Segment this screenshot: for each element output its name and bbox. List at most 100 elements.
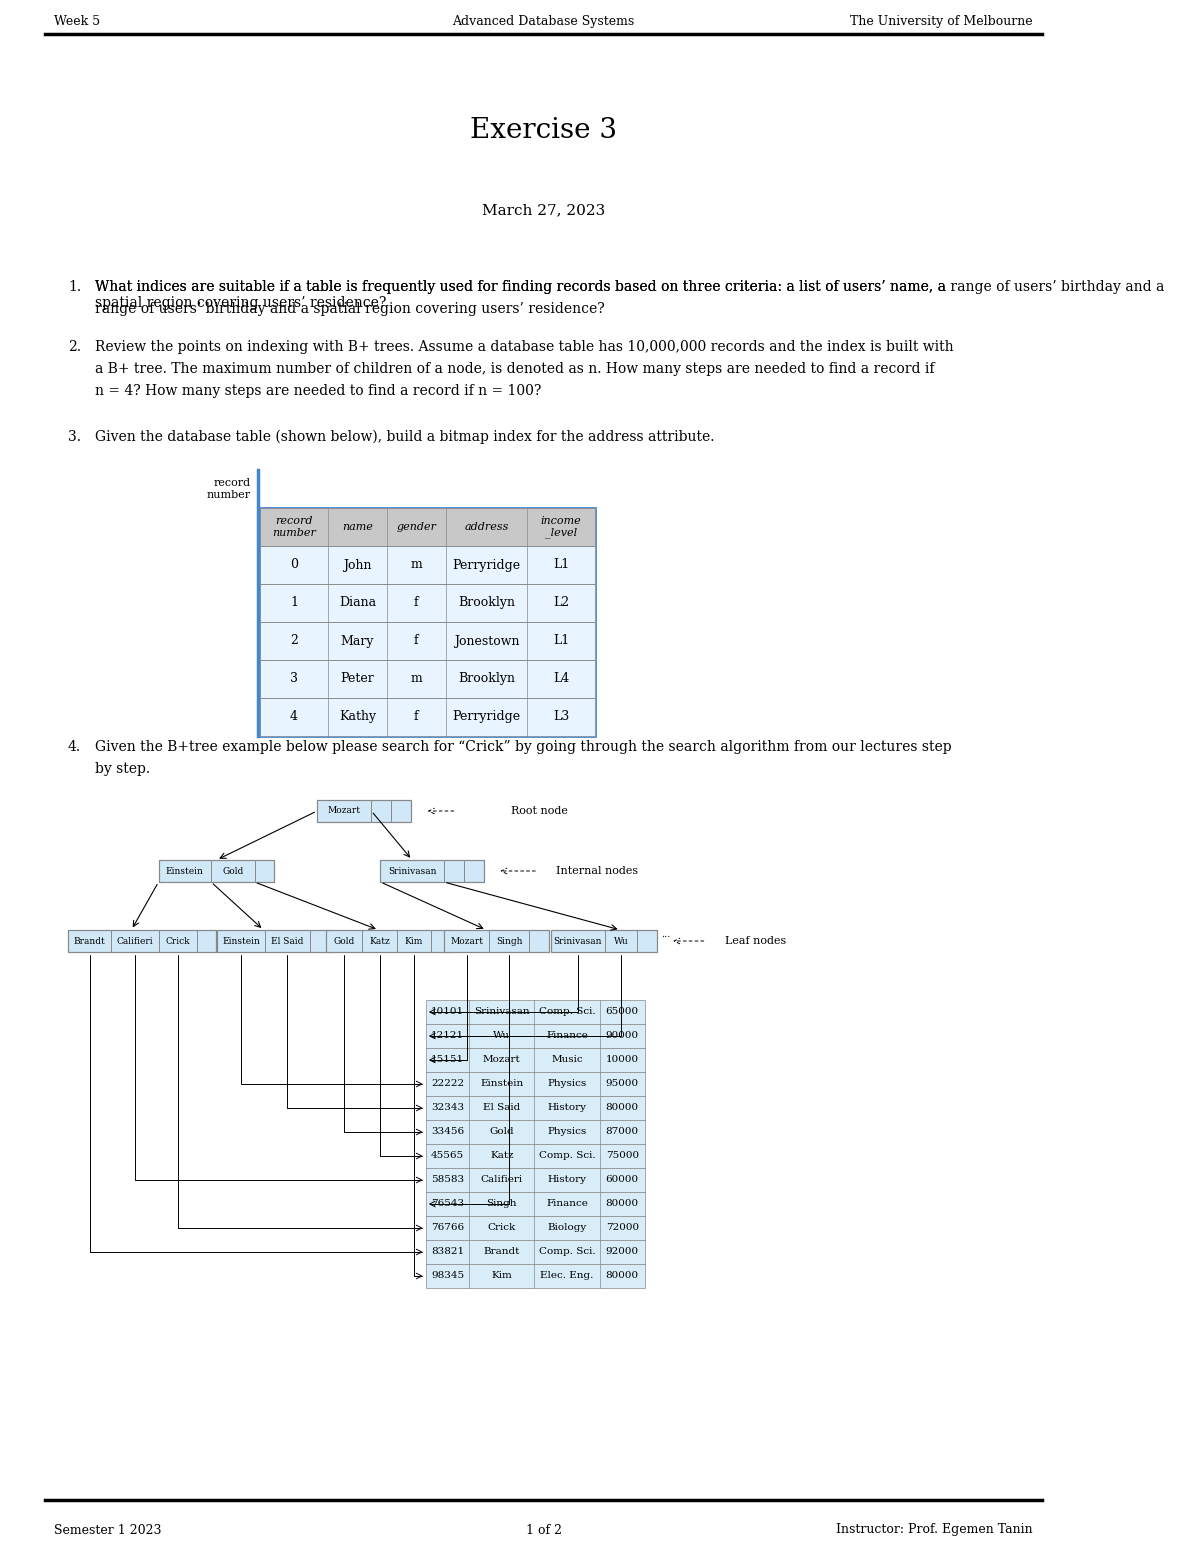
Text: What indices are suitable if a table is frequently used for finding records base: What indices are suitable if a table is … (95, 280, 1164, 311)
Text: 1: 1 (290, 596, 298, 609)
Text: 15151: 15151 (431, 1056, 464, 1064)
Text: Kim: Kim (492, 1272, 512, 1281)
Text: 2.: 2. (68, 340, 80, 354)
Text: 80000: 80000 (606, 1104, 638, 1112)
Text: Califieri: Califieri (116, 936, 154, 946)
Text: 10101: 10101 (431, 1008, 464, 1017)
Text: ...: ... (661, 930, 671, 940)
Text: Music: Music (551, 1056, 583, 1064)
Text: History: History (547, 1104, 587, 1112)
Text: Exercise 3: Exercise 3 (470, 116, 617, 143)
Text: Brooklyn: Brooklyn (458, 672, 515, 685)
Text: m: m (410, 672, 422, 685)
Text: 4: 4 (290, 711, 298, 724)
Text: income
_level: income _level (541, 516, 582, 539)
Text: name: name (342, 522, 373, 533)
Text: Perryridge: Perryridge (452, 559, 521, 572)
Text: Mozart: Mozart (450, 936, 484, 946)
Text: 92000: 92000 (606, 1247, 638, 1256)
Bar (426, 1239, 644, 1264)
Text: Gold: Gold (490, 1127, 514, 1137)
Text: Brooklyn: Brooklyn (458, 596, 515, 609)
Text: Gold: Gold (334, 936, 355, 946)
Text: 22222: 22222 (431, 1079, 464, 1089)
Text: 83821: 83821 (431, 1247, 464, 1256)
Text: by step.: by step. (95, 763, 150, 776)
Text: Brandt: Brandt (74, 936, 106, 946)
Text: 12121: 12121 (431, 1031, 464, 1041)
Text: 58583: 58583 (431, 1176, 464, 1185)
Text: Gold: Gold (222, 867, 244, 876)
Text: record
number: record number (272, 516, 316, 537)
Bar (260, 508, 595, 547)
Text: 75000: 75000 (606, 1151, 638, 1160)
Text: Srinivasan: Srinivasan (474, 1008, 529, 1017)
Text: 80000: 80000 (606, 1272, 638, 1281)
Bar (68, 930, 216, 952)
Text: 60000: 60000 (606, 1176, 638, 1185)
Text: 80000: 80000 (606, 1199, 638, 1208)
Text: Finance: Finance (546, 1199, 588, 1208)
Text: Crick: Crick (487, 1224, 516, 1233)
Text: Srinivasan: Srinivasan (388, 867, 437, 876)
Bar (426, 1216, 644, 1239)
Text: John: John (343, 559, 372, 572)
Text: Crick: Crick (166, 936, 190, 946)
Bar (260, 660, 595, 697)
Text: f: f (414, 596, 419, 609)
Text: 76543: 76543 (431, 1199, 464, 1208)
Text: Mozart: Mozart (328, 806, 361, 815)
Bar (426, 1264, 644, 1287)
Text: Wu: Wu (613, 936, 629, 946)
Bar (426, 1145, 644, 1168)
Bar (317, 800, 412, 822)
Bar (426, 1120, 644, 1145)
Text: gender: gender (396, 522, 437, 533)
Text: 10000: 10000 (606, 1056, 638, 1064)
Text: Diana: Diana (338, 596, 376, 609)
Text: Elec. Eng.: Elec. Eng. (540, 1272, 594, 1281)
Text: Leaf nodes: Leaf nodes (725, 936, 786, 946)
Bar (217, 930, 330, 952)
Bar (426, 1000, 644, 1023)
Text: 65000: 65000 (606, 1008, 638, 1017)
Text: Biology: Biology (547, 1224, 587, 1233)
Bar (260, 508, 595, 736)
Bar (426, 1072, 644, 1096)
Text: 1 of 2: 1 of 2 (526, 1523, 562, 1536)
Text: Advanced Database Systems: Advanced Database Systems (452, 16, 635, 28)
Text: address: address (464, 522, 509, 533)
Text: 0: 0 (290, 559, 298, 572)
Bar (426, 1168, 644, 1193)
Bar (158, 860, 275, 882)
Text: 87000: 87000 (606, 1127, 638, 1137)
Text: Comp. Sci.: Comp. Sci. (539, 1008, 595, 1017)
Bar (158, 860, 275, 882)
Text: a B+ tree. The maximum number of children of a node, is denoted as n. How many s: a B+ tree. The maximum number of childre… (95, 362, 935, 376)
Text: El Said: El Said (271, 936, 304, 946)
Bar (260, 623, 595, 660)
Text: Kathy: Kathy (338, 711, 376, 724)
Text: 32343: 32343 (431, 1104, 464, 1112)
Text: Einstein: Einstein (222, 936, 260, 946)
Text: 76766: 76766 (431, 1224, 464, 1233)
Text: Wu: Wu (493, 1031, 510, 1041)
Text: L1: L1 (553, 559, 569, 572)
Text: History: History (547, 1176, 587, 1185)
Text: Einstein: Einstein (166, 867, 204, 876)
Text: 98345: 98345 (431, 1272, 464, 1281)
Text: n = 4? How many steps are needed to find a record if n = 100?: n = 4? How many steps are needed to find… (95, 384, 541, 398)
Text: Instructor: Prof. Egemen Tanin: Instructor: Prof. Egemen Tanin (836, 1523, 1033, 1536)
Bar (444, 930, 548, 952)
Bar (317, 800, 412, 822)
Text: record
number: record number (206, 478, 251, 500)
Text: El Said: El Said (484, 1104, 521, 1112)
Text: range of users’ birthday and a spatial region covering users’ residence?: range of users’ birthday and a spatial r… (95, 301, 605, 315)
Text: Singh: Singh (486, 1199, 517, 1208)
Text: Week 5: Week 5 (54, 16, 101, 28)
Bar (426, 1048, 644, 1072)
Text: Semester 1 2023: Semester 1 2023 (54, 1523, 162, 1536)
Text: What indices are suitable if a table is frequently used for finding records base: What indices are suitable if a table is … (95, 280, 946, 294)
Text: 3: 3 (290, 672, 298, 685)
Text: Given the B+tree example below please search for “Crick” by going through the se: Given the B+tree example below please se… (95, 739, 952, 755)
